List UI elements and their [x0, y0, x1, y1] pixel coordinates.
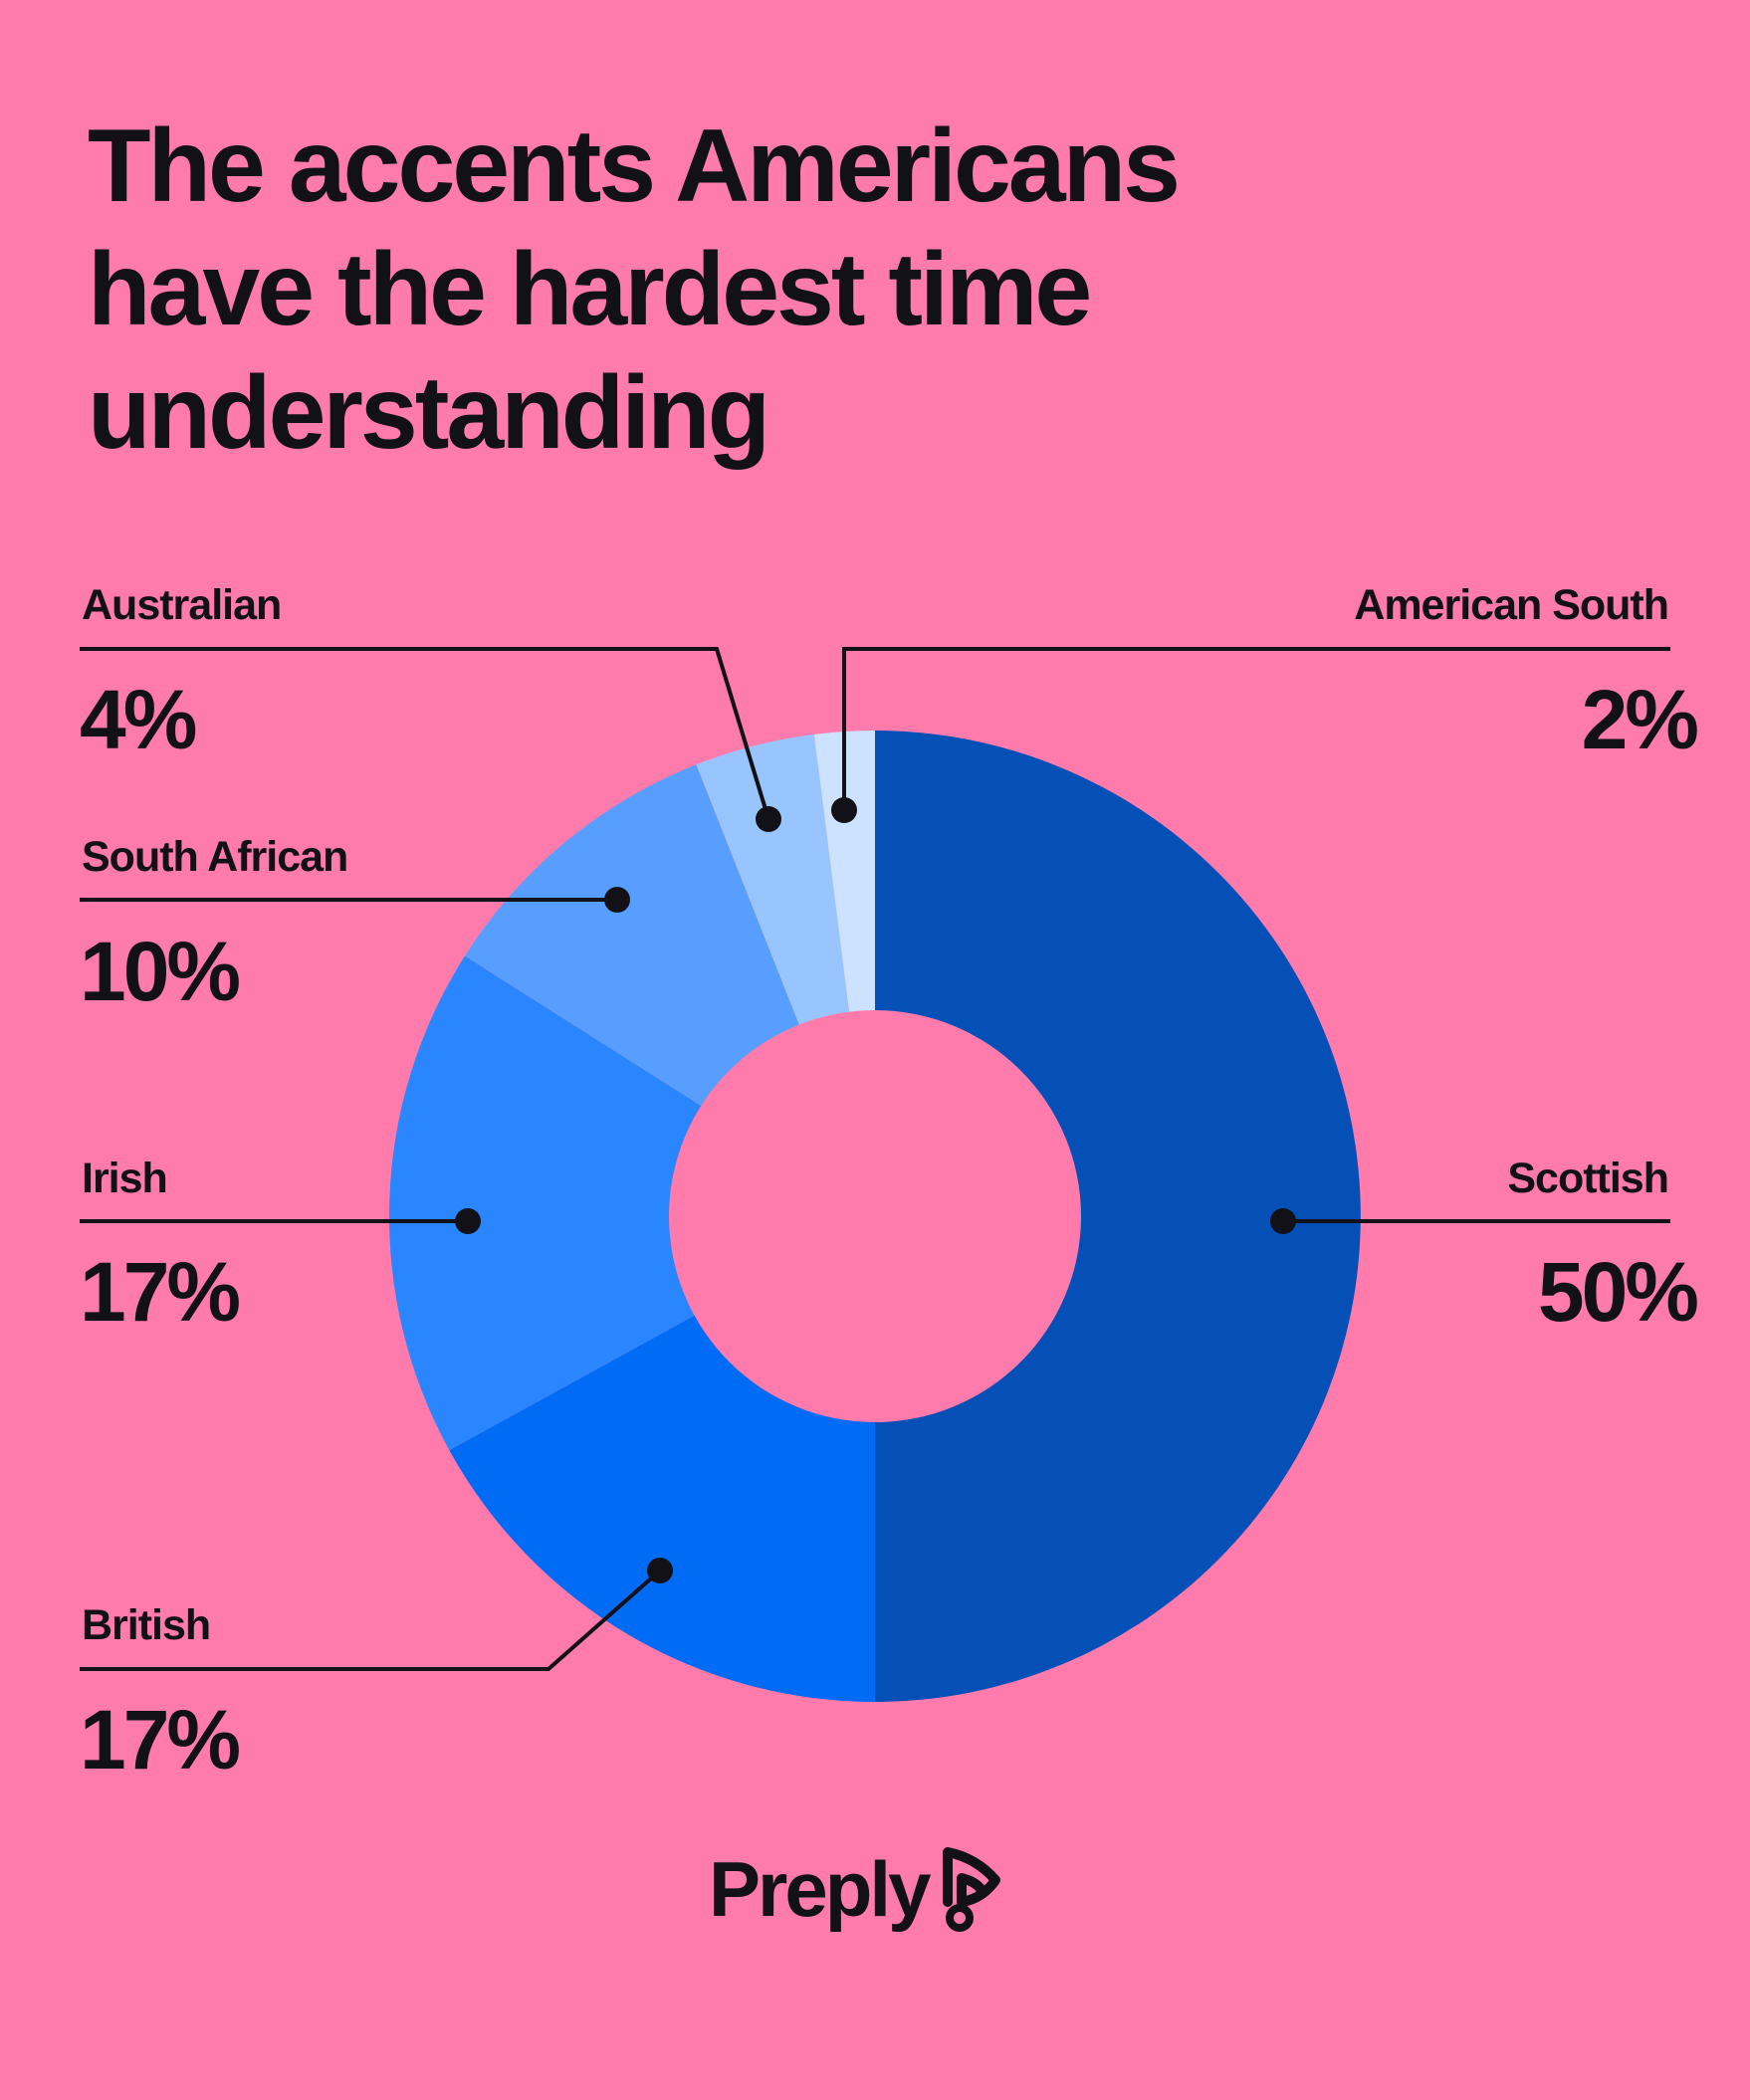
value-label-south-african: 10%	[80, 925, 239, 1018]
leader-dot-south-african	[604, 887, 630, 913]
title-line-3: understanding	[88, 355, 770, 471]
slice-irish	[388, 955, 875, 1451]
title-line-1: The accents Americans	[88, 108, 1181, 224]
leader-line-british	[80, 1569, 662, 1671]
leader-dot-scottish	[1270, 1208, 1296, 1234]
label-south-african: South African	[82, 833, 347, 881]
label-australian: Australian	[82, 581, 281, 629]
leader-dot-australian	[756, 806, 781, 832]
label-scottish: Scottish	[1507, 1155, 1668, 1202]
leader-dot-american-south	[831, 797, 857, 823]
donut-hole	[669, 1010, 1081, 1422]
leader-line-australian	[80, 647, 770, 820]
leader-line-american-south	[842, 647, 1670, 810]
value-label-australian: 4%	[80, 673, 196, 766]
title-line-2: have the hardest time	[88, 232, 1092, 347]
brand-logo: Preply	[709, 1839, 1007, 1939]
leader-dot-british	[647, 1558, 673, 1583]
label-irish: Irish	[82, 1155, 167, 1202]
label-american-south: American South	[1354, 581, 1668, 629]
label-british: British	[82, 1601, 210, 1649]
leader-dot-irish	[455, 1208, 481, 1234]
value-label-irish: 17%	[80, 1245, 239, 1339]
preply-logo-icon	[943, 1847, 1001, 1932]
value-label-american-south: 2%	[1582, 673, 1698, 766]
value-label-british: 17%	[80, 1693, 239, 1786]
value-label-scottish: 50%	[1538, 1245, 1697, 1339]
chart-title: The accents Americans have the hardest t…	[88, 105, 1581, 475]
slice-scottish	[875, 731, 1361, 1702]
brand-name: Preply	[709, 1844, 931, 1933]
